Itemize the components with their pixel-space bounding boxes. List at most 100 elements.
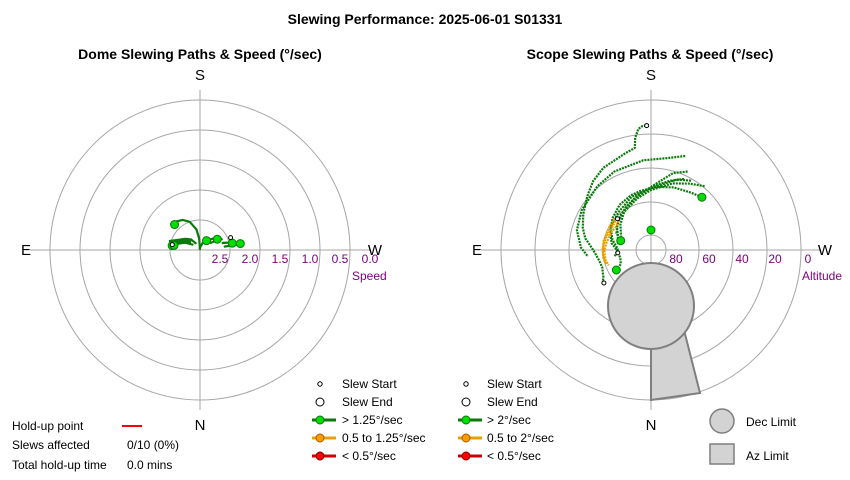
fast-marker-icon [315, 415, 325, 425]
holdup-stats: Hold-up point Slews affected 0/10 (0%) T… [12, 419, 179, 472]
dome-compass-north: N [195, 417, 206, 434]
scope-slew-start-point [615, 250, 621, 256]
dome-legend-fast-label: > 1.25°/sec [342, 413, 403, 427]
scope-radial-tick-label: 40 [735, 252, 749, 266]
scope-slew-path [615, 177, 685, 242]
medium-marker-icon [461, 433, 471, 443]
slew-end-marker-icon [461, 397, 471, 407]
scope-radial-axis-label: Altitude [802, 269, 842, 283]
scope-slew-path [609, 178, 692, 257]
scope-slew-start-point [601, 280, 607, 286]
dome-chart: Dome Slewing Paths & Speed (°/sec) S N E… [21, 46, 387, 434]
az-limit-icon [709, 443, 735, 465]
scope-slew-path [581, 123, 649, 283]
limit-legend: Dec Limit Az Limit [709, 408, 797, 465]
dome-legend-medium: 0.5 to 1.25°/sec [312, 431, 426, 445]
scope-compass-west: W [818, 242, 833, 259]
dome-radial-tick-label: 2.0 [242, 252, 259, 266]
scope-compass-east: E [472, 242, 482, 259]
scope-slew-end-point [611, 265, 621, 275]
dome-slew-start-point [169, 242, 175, 248]
slew-start-marker-icon [463, 381, 469, 387]
scope-slew-start-point [614, 216, 620, 222]
dome-slew-end-point [212, 234, 222, 244]
scope-slew-start-point [644, 123, 650, 129]
dec-limit-label: Dec Limit [746, 415, 797, 429]
dome-grid [30, 90, 370, 410]
dome-radial-tick-label: 0.5 [332, 252, 349, 266]
dome-legend-slew-end: Slew End [315, 395, 393, 409]
scope-dec-limit-circle [607, 262, 695, 350]
scope-legend-slew-end-label: Slew End [487, 395, 538, 409]
scope-limits [607, 262, 702, 402]
figure-title: Slewing Performance: 2025-06-01 S01331 [288, 11, 563, 27]
holdup-time-label: Total hold-up time [12, 458, 107, 472]
dome-slew-end-point [227, 238, 237, 248]
scope-legend-slow-label: < 0.5°/sec [487, 449, 541, 463]
scope-slew-path [619, 182, 705, 240]
scope-radial-tick-label: 0 [805, 252, 812, 266]
scope-legend-slew-end: Slew End [461, 395, 538, 409]
dome-compass-west: W [368, 242, 383, 259]
dome-slew-end-point [235, 239, 245, 249]
scope-slew-path [603, 217, 621, 266]
scope-slew-path [609, 185, 703, 271]
scope-radial-tick-label: 60 [702, 252, 716, 266]
scope-legend-slew-start-label: Slew Start [487, 377, 542, 391]
dome-compass-south: S [195, 67, 205, 84]
scope-legend-fast-label: > 2°/sec [487, 413, 531, 427]
scope-chart: Scope Slewing Paths & Speed (°/sec) S N … [472, 46, 842, 434]
dome-legend-medium-label: 0.5 to 1.25°/sec [342, 431, 426, 445]
dec-limit-icon [709, 408, 735, 434]
scope-legend: Slew Start Slew End > 2°/sec 0.5 to 2°/s… [458, 377, 554, 463]
scope-radial-tick-label: 80 [669, 252, 683, 266]
az-limit-label: Az Limit [746, 449, 789, 463]
dome-chart-title: Dome Slewing Paths & Speed (°/sec) [78, 46, 322, 62]
dome-paths [167, 218, 245, 251]
dome-compass-east: E [21, 242, 31, 259]
slew-end-marker-icon [315, 397, 325, 407]
scope-legend-fast: > 2°/sec [458, 413, 531, 427]
scope-compass-north: N [646, 417, 657, 434]
scope-legend-slew-start: Slew Start [463, 377, 542, 391]
dome-legend: Slew Start Slew End > 1.25°/sec 0.5 to 1… [312, 377, 426, 463]
scope-legend-slow: < 0.5°/sec [458, 449, 541, 463]
scope-slew-end-point [646, 225, 656, 235]
slews-affected-value: 0/10 (0%) [127, 438, 179, 452]
dome-legend-slew-start: Slew Start [317, 377, 397, 391]
scope-slew-end-point [697, 192, 707, 202]
dome-radial-tick-label: 1.0 [302, 252, 319, 266]
scope-slew-path [575, 154, 686, 258]
fast-marker-icon [461, 415, 471, 425]
dome-legend-slow-label: < 0.5°/sec [342, 449, 396, 463]
scope-chart-title: Scope Slewing Paths & Speed (°/sec) [527, 46, 774, 62]
dome-legend-slew-end-label: Slew End [342, 395, 393, 409]
holdup-point-label: Hold-up point [12, 419, 84, 433]
scope-legend-medium-label: 0.5 to 2°/sec [487, 431, 554, 445]
scope-slew-end-point [616, 236, 626, 246]
dome-radial-ticks: 2.5 2.0 1.5 1.0 0.5 0.0 [212, 252, 379, 266]
slew-start-marker-icon [317, 381, 323, 387]
dome-slew-end-point [170, 220, 180, 230]
scope-paths [575, 123, 707, 286]
dome-radial-tick-label: 1.5 [272, 252, 289, 266]
dome-radial-tick-label: 0.0 [362, 252, 379, 266]
slow-marker-icon [461, 451, 471, 461]
slow-marker-icon [315, 451, 325, 461]
medium-marker-icon [315, 433, 325, 443]
dome-radial-axis-label: Speed [352, 269, 387, 283]
dome-radial-tick-label: 2.5 [212, 252, 229, 266]
scope-radial-tick-label: 20 [768, 252, 782, 266]
slews-affected-label: Slews affected [12, 438, 90, 452]
dome-legend-fast: > 1.25°/sec [312, 413, 403, 427]
scope-slew-path [601, 217, 616, 264]
scope-compass-south: S [646, 67, 656, 84]
dome-slew-end-point [202, 236, 212, 246]
dome-slew-start-point [228, 235, 234, 241]
dome-slew-path [168, 237, 193, 243]
dome-legend-slew-start-label: Slew Start [342, 377, 397, 391]
holdup-time-value: 0.0 mins [127, 458, 172, 472]
scope-radial-ticks: 80 60 40 20 0 [669, 252, 811, 266]
dome-legend-slow: < 0.5°/sec [312, 449, 396, 463]
